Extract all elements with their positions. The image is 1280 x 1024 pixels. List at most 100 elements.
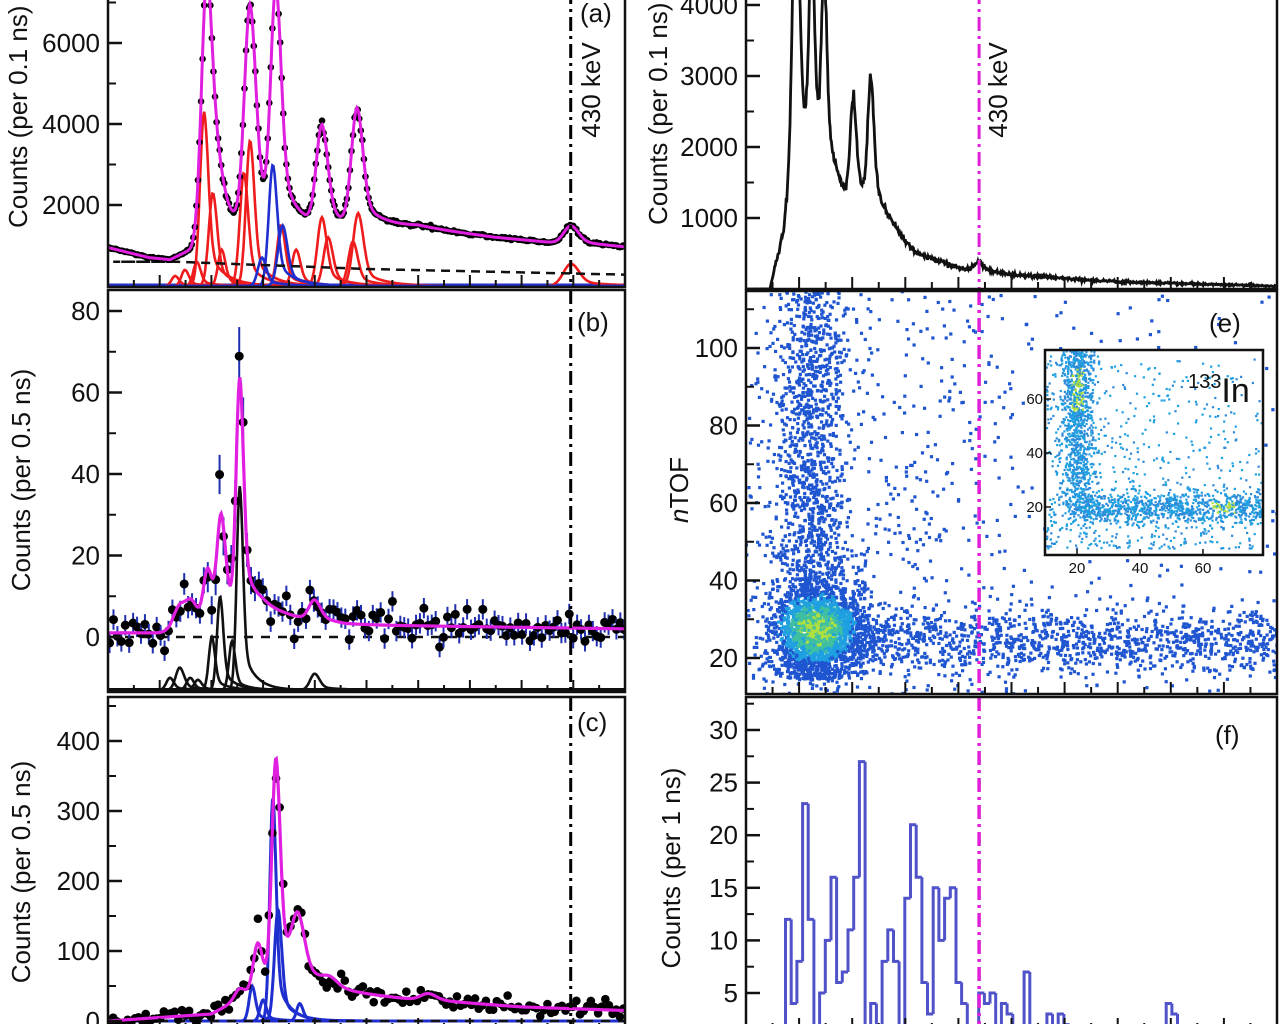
scatter-point bbox=[1059, 675, 1063, 679]
scatter-point bbox=[941, 658, 945, 662]
scatter-point bbox=[924, 531, 928, 535]
scatter-point bbox=[840, 649, 844, 653]
scatter-point bbox=[999, 633, 1003, 637]
scatter-point bbox=[816, 622, 820, 626]
scatter-point bbox=[814, 490, 818, 494]
panel-b-data-point bbox=[537, 633, 547, 643]
scatter-point bbox=[892, 623, 897, 627]
scatter-point bbox=[810, 468, 814, 472]
scatter-point bbox=[834, 423, 838, 427]
scatter-point bbox=[914, 540, 918, 544]
scatter-point bbox=[801, 438, 805, 442]
scatter-point bbox=[1092, 650, 1096, 654]
scatter-point bbox=[854, 660, 859, 665]
scatter-point bbox=[768, 623, 772, 627]
scatter-point bbox=[780, 561, 785, 565]
scatter-point bbox=[1019, 639, 1023, 643]
scatter-point bbox=[866, 618, 870, 622]
scatter-point bbox=[826, 560, 830, 564]
scatter-point bbox=[904, 655, 908, 659]
scatter-point bbox=[1135, 337, 1139, 341]
scatter-point bbox=[1046, 615, 1050, 619]
scatter-point bbox=[805, 593, 809, 597]
scatter-point bbox=[1257, 631, 1261, 635]
scatter-point bbox=[1037, 648, 1041, 652]
scatter-point bbox=[1086, 590, 1090, 594]
panel-b-data-point bbox=[215, 470, 225, 480]
scatter-point bbox=[1133, 637, 1137, 641]
panel-b-data-point bbox=[607, 614, 617, 624]
scatter-point bbox=[820, 447, 824, 451]
scatter-point bbox=[804, 413, 808, 417]
scatter-point bbox=[907, 649, 911, 653]
scatter-point bbox=[791, 582, 795, 586]
scatter-point bbox=[774, 615, 778, 619]
scatter-point bbox=[865, 671, 869, 675]
scatter-point bbox=[811, 408, 816, 412]
scatter-point bbox=[980, 662, 984, 666]
scatter-point bbox=[803, 626, 807, 630]
scatter-point bbox=[1116, 312, 1120, 316]
scatter-point bbox=[919, 329, 923, 333]
scatter-point bbox=[866, 587, 870, 591]
scatter-point bbox=[839, 591, 843, 595]
scatter-point bbox=[901, 557, 905, 561]
scatter-point bbox=[822, 590, 826, 594]
scatter-point bbox=[837, 673, 841, 677]
scatter-point bbox=[847, 667, 851, 671]
scatter-point bbox=[931, 336, 935, 340]
scatter-point bbox=[1214, 652, 1218, 656]
panel-c-data-point bbox=[398, 998, 407, 1007]
scatter-point bbox=[835, 355, 839, 359]
scatter-point bbox=[834, 411, 838, 415]
scatter-point bbox=[1181, 648, 1185, 652]
scatter-point bbox=[771, 392, 776, 396]
scatter-point bbox=[901, 540, 905, 545]
scatter-point bbox=[863, 637, 867, 641]
scatter-point bbox=[859, 552, 863, 556]
scatter-point bbox=[1047, 647, 1052, 651]
scatter-point bbox=[1115, 650, 1119, 654]
scatter-point bbox=[1009, 416, 1013, 420]
scatter-point bbox=[1003, 390, 1007, 394]
scatter-point bbox=[808, 598, 812, 602]
scatter-point bbox=[825, 482, 829, 486]
scatter-point bbox=[848, 368, 852, 372]
scatter-point bbox=[859, 653, 863, 657]
scatter-point bbox=[939, 539, 943, 543]
scatter-point bbox=[878, 639, 882, 643]
scatter-point bbox=[834, 341, 838, 345]
scatter-point bbox=[820, 516, 825, 520]
scatter-point bbox=[856, 650, 860, 654]
scatter-point bbox=[779, 296, 783, 300]
scatter-point bbox=[837, 685, 841, 689]
scatter-point bbox=[791, 391, 795, 395]
scatter-point bbox=[892, 631, 897, 635]
scatter-point bbox=[801, 353, 805, 357]
scatter-point bbox=[856, 588, 860, 592]
scatter-point bbox=[843, 588, 847, 592]
scatter-point bbox=[928, 559, 933, 563]
scatter-point bbox=[1109, 637, 1113, 641]
scatter-point bbox=[1066, 629, 1070, 633]
scatter-point bbox=[812, 559, 816, 563]
scatter-point bbox=[877, 631, 881, 635]
scatter-point bbox=[906, 638, 910, 642]
scatter-point bbox=[1133, 640, 1137, 644]
scatter-point bbox=[768, 500, 772, 504]
scatter-point bbox=[1054, 618, 1058, 622]
scatter-point bbox=[814, 672, 818, 676]
scatter-point bbox=[816, 656, 821, 660]
scatter-point bbox=[765, 319, 769, 323]
scatter-point bbox=[844, 655, 848, 659]
scatter-point bbox=[819, 540, 823, 544]
scatter-point bbox=[1152, 641, 1156, 645]
panel-b-data-point bbox=[478, 604, 488, 614]
scatter-point bbox=[787, 380, 792, 384]
scatter-point bbox=[987, 621, 991, 625]
scatter-point bbox=[1226, 610, 1230, 614]
scatter-point bbox=[804, 662, 808, 666]
scatter-point bbox=[827, 583, 831, 587]
scatter-point bbox=[806, 582, 810, 586]
scatter-point bbox=[804, 291, 808, 294]
